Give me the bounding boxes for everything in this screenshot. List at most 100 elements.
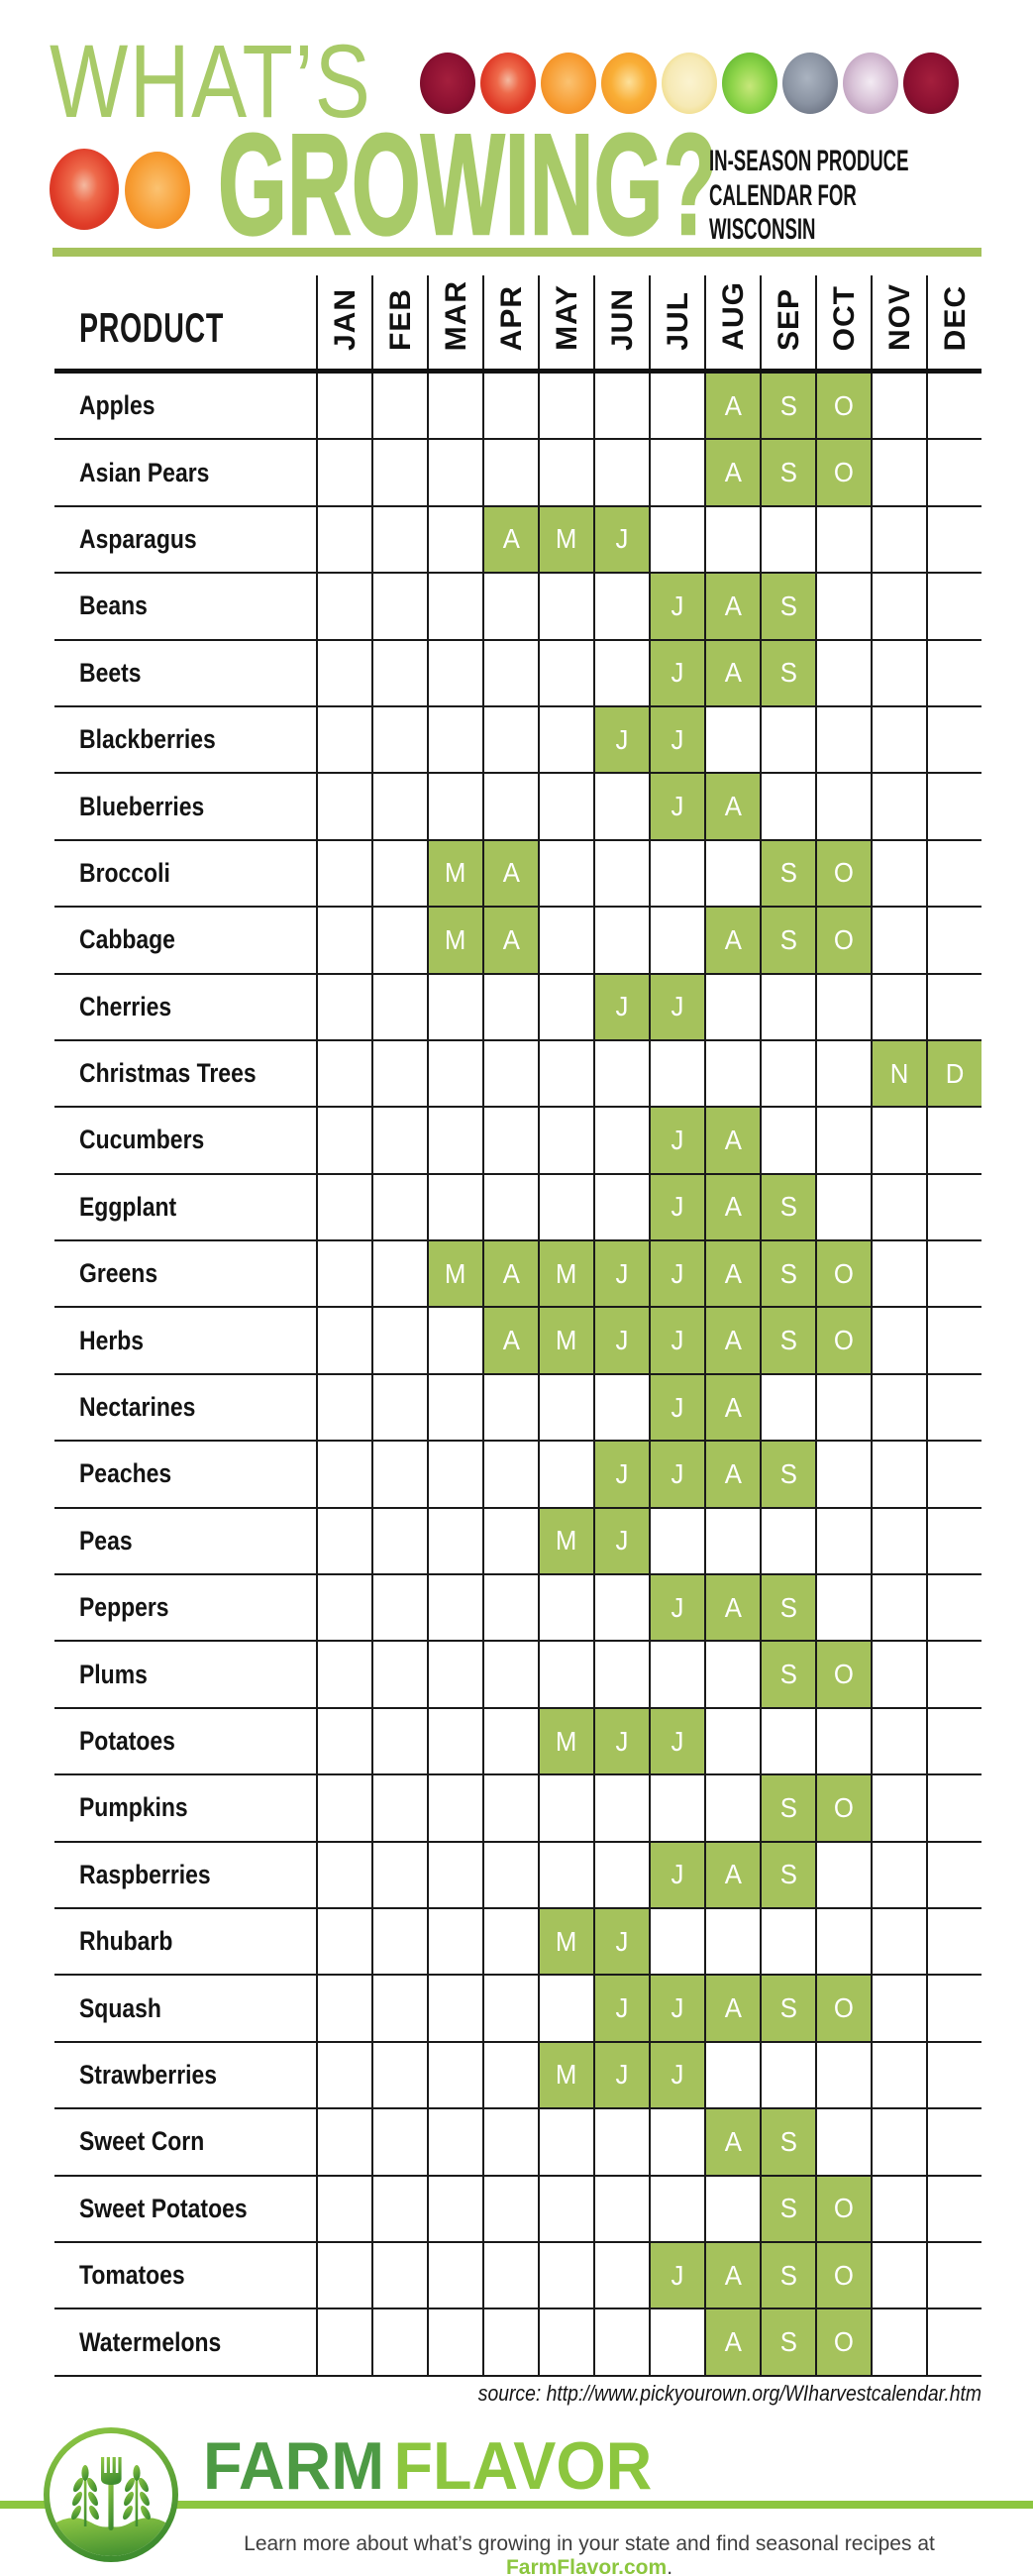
calendar-cell <box>871 1508 926 1574</box>
in-season-cell: S <box>760 2242 815 2308</box>
table-row: Apples A S O <box>54 374 981 441</box>
in-season-cell: S <box>760 1575 815 1641</box>
calendar-cell <box>815 506 871 573</box>
calendar-cell <box>538 574 593 639</box>
calendar-cell <box>316 2242 371 2308</box>
product-name: Strawberries <box>79 2059 218 2090</box>
calendar-cell <box>704 2176 760 2241</box>
product-name: Squash <box>79 1992 161 2023</box>
calendar-cell <box>538 640 593 705</box>
calendar-cell <box>482 1174 538 1240</box>
calendar-cell <box>371 2042 427 2108</box>
calendar-cell <box>316 1775 371 1841</box>
calendar-cell <box>482 1775 538 1841</box>
in-season-cell: J <box>649 1374 704 1441</box>
in-season-cell: A <box>704 1174 760 1240</box>
calendar-cell <box>482 640 538 705</box>
calendar-cell <box>704 2042 760 2108</box>
calendar-cell <box>538 1976 593 2041</box>
calendar-cell <box>482 374 538 439</box>
calendar-cell <box>427 640 482 705</box>
in-season-cell: J <box>649 1241 704 1307</box>
calendar-cell <box>371 1040 427 1107</box>
in-season-cell: M <box>538 2042 593 2108</box>
table-row: Beets J A S <box>54 640 981 707</box>
footer-green-bar <box>0 2501 1033 2509</box>
calendar-cell <box>871 706 926 773</box>
calendar-cell <box>871 840 926 907</box>
product-name: Greens <box>79 1258 158 1289</box>
calendar-cell <box>871 440 926 505</box>
product-name: Potatoes <box>79 1726 175 1756</box>
calendar-cell <box>926 1508 981 1574</box>
calendar-cell <box>926 1108 981 1173</box>
source-citation[interactable]: source: http://www.pickyourown.org/WIhar… <box>477 2381 981 2406</box>
tagline-period: . <box>667 2556 673 2576</box>
calendar-cell <box>482 2242 538 2308</box>
in-season-cell: J <box>593 1708 649 1774</box>
calendar-cell <box>427 1575 482 1641</box>
product-name: Peas <box>79 1525 133 1556</box>
calendar-cell <box>815 2109 871 2175</box>
calendar-cell <box>649 440 704 505</box>
calendar-cell <box>704 706 760 773</box>
calendar-cell <box>760 1374 815 1441</box>
calendar-cell <box>316 908 371 973</box>
calendar-cell <box>926 1174 981 1240</box>
product-name: Pumpkins <box>79 1792 188 1823</box>
calendar-cell <box>926 774 981 839</box>
calendar-cell <box>871 2242 926 2308</box>
calendar-cell <box>926 2109 981 2175</box>
in-season-cell: M <box>538 1241 593 1307</box>
header-divider-bar <box>52 248 981 257</box>
in-season-cell: J <box>593 1308 649 1373</box>
in-season-cell: S <box>760 2176 815 2241</box>
calendar-cell <box>926 2176 981 2241</box>
in-season-cell: S <box>760 1976 815 2041</box>
in-season-cell: M <box>538 1308 593 1373</box>
product-name: Sweet Potatoes <box>79 2193 248 2223</box>
calendar-cell <box>371 774 427 839</box>
calendar-cell <box>371 1842 427 1907</box>
calendar-cell <box>815 640 871 705</box>
calendar-cell <box>815 1842 871 1907</box>
calendar-cell <box>371 574 427 639</box>
calendar-cell <box>871 974 926 1039</box>
calendar-cell <box>593 1174 649 1240</box>
calendar-cell <box>871 574 926 639</box>
table-row: Cherries J J <box>54 974 981 1041</box>
in-season-cell: J <box>593 974 649 1039</box>
table-row: Eggplant J A S <box>54 1174 981 1242</box>
in-season-cell: O <box>815 440 871 505</box>
page-title: WHAT’S <box>50 24 372 140</box>
in-season-cell: S <box>760 1174 815 1240</box>
in-season-cell: M <box>427 840 482 907</box>
in-season-cell: S <box>760 1842 815 1907</box>
calendar-cell <box>926 574 981 639</box>
calendar-header-row: PRODUCT JAN FEB MAR APR MAY JUN JUL AUG SEP OCT NOV… <box>54 257 981 369</box>
in-season-cell: N <box>871 1040 926 1107</box>
calendar-cell <box>371 2309 427 2375</box>
in-season-cell: A <box>482 1241 538 1307</box>
product-name: Eggplant <box>79 1191 177 1222</box>
in-season-cell: J <box>649 1976 704 2041</box>
calendar-cell <box>815 1575 871 1641</box>
in-season-cell: M <box>538 1708 593 1774</box>
calendar-cell <box>926 706 981 773</box>
month-header-feb: FEB <box>371 275 427 369</box>
calendar-cell <box>482 1040 538 1107</box>
calendar-cell <box>482 1508 538 1574</box>
in-season-cell: J <box>649 1842 704 1907</box>
table-row: Greens M A M J J A S O <box>54 1241 981 1309</box>
calendar-cell <box>926 1842 981 1907</box>
calendar-cell <box>593 774 649 839</box>
farmflavor-link[interactable]: FarmFlavor.com <box>505 2556 668 2576</box>
calendar-cell <box>538 840 593 907</box>
table-row: Peaches J J A S <box>54 1442 981 1509</box>
in-season-cell: S <box>760 440 815 505</box>
calendar-cell <box>538 1642 593 1707</box>
calendar-cell <box>815 1174 871 1240</box>
table-row: Nectarines J A <box>54 1374 981 1443</box>
product-name: Beans <box>79 590 148 621</box>
calendar-cell <box>482 1374 538 1441</box>
